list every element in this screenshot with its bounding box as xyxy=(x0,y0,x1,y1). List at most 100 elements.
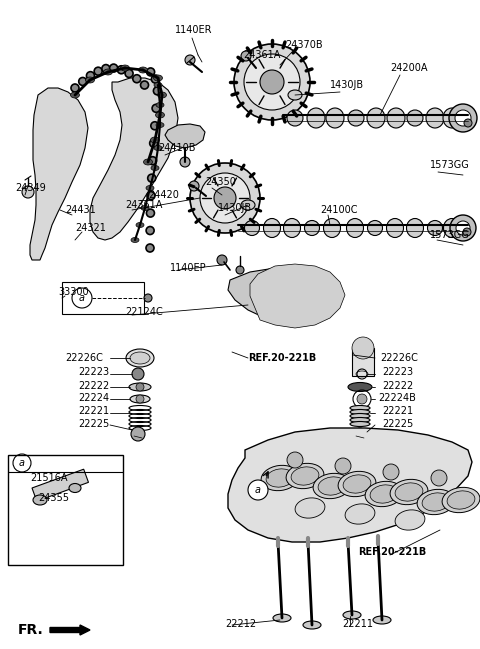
Text: 22223: 22223 xyxy=(78,367,109,377)
Text: 22212: 22212 xyxy=(225,619,256,629)
Ellipse shape xyxy=(307,108,325,128)
Circle shape xyxy=(144,294,152,302)
Circle shape xyxy=(86,71,95,80)
Ellipse shape xyxy=(69,484,81,493)
Circle shape xyxy=(146,68,155,76)
Ellipse shape xyxy=(156,123,164,127)
Text: 1140EP: 1140EP xyxy=(170,263,206,273)
Text: 22221: 22221 xyxy=(78,406,109,416)
Ellipse shape xyxy=(387,108,405,128)
Ellipse shape xyxy=(407,219,423,238)
Circle shape xyxy=(94,67,102,75)
Circle shape xyxy=(248,480,268,500)
Circle shape xyxy=(200,173,250,223)
Ellipse shape xyxy=(131,238,139,243)
Circle shape xyxy=(352,337,374,359)
Ellipse shape xyxy=(447,491,475,509)
Ellipse shape xyxy=(395,510,425,530)
Circle shape xyxy=(214,187,236,209)
Ellipse shape xyxy=(287,110,303,126)
Ellipse shape xyxy=(144,159,153,165)
Polygon shape xyxy=(228,268,338,322)
Text: 21516A: 21516A xyxy=(30,473,68,483)
Ellipse shape xyxy=(350,421,370,426)
FancyArrow shape xyxy=(50,625,90,635)
Polygon shape xyxy=(90,78,178,240)
Circle shape xyxy=(79,77,87,86)
Circle shape xyxy=(190,163,260,233)
Ellipse shape xyxy=(318,477,346,495)
Ellipse shape xyxy=(443,108,461,128)
Ellipse shape xyxy=(284,219,300,238)
Circle shape xyxy=(431,470,447,486)
Ellipse shape xyxy=(417,489,455,515)
Circle shape xyxy=(354,428,366,440)
Circle shape xyxy=(146,227,154,234)
Ellipse shape xyxy=(348,110,364,126)
Circle shape xyxy=(149,156,156,165)
Ellipse shape xyxy=(130,395,150,403)
Text: 24361A: 24361A xyxy=(125,200,162,210)
Ellipse shape xyxy=(442,487,480,513)
Circle shape xyxy=(463,228,471,236)
Text: 22124C: 22124C xyxy=(125,307,163,317)
Ellipse shape xyxy=(343,475,371,493)
Bar xyxy=(352,348,374,376)
Text: 24431: 24431 xyxy=(65,205,96,215)
Ellipse shape xyxy=(241,200,255,210)
Circle shape xyxy=(464,119,472,127)
Circle shape xyxy=(189,181,199,191)
Polygon shape xyxy=(165,124,205,148)
Ellipse shape xyxy=(407,110,423,126)
Ellipse shape xyxy=(350,417,370,422)
Ellipse shape xyxy=(146,186,154,191)
Circle shape xyxy=(287,452,303,468)
Text: 24370B: 24370B xyxy=(285,40,323,50)
Polygon shape xyxy=(228,428,472,542)
Circle shape xyxy=(151,122,159,130)
Ellipse shape xyxy=(426,108,444,128)
Text: 1140ER: 1140ER xyxy=(175,25,213,35)
Text: 22226C: 22226C xyxy=(380,353,418,363)
Text: 22226C: 22226C xyxy=(65,353,103,363)
Text: FR.: FR. xyxy=(18,623,44,637)
Circle shape xyxy=(71,84,79,92)
Ellipse shape xyxy=(295,498,325,518)
Circle shape xyxy=(117,66,125,74)
Ellipse shape xyxy=(244,221,260,236)
Ellipse shape xyxy=(154,75,163,81)
Circle shape xyxy=(244,54,300,110)
Text: REF.20-221B: REF.20-221B xyxy=(358,547,426,557)
Text: 1430JB: 1430JB xyxy=(330,80,364,90)
Circle shape xyxy=(131,427,145,441)
Ellipse shape xyxy=(368,221,383,236)
Ellipse shape xyxy=(154,145,162,151)
Ellipse shape xyxy=(350,413,370,419)
Circle shape xyxy=(102,65,110,73)
Ellipse shape xyxy=(326,108,344,128)
Ellipse shape xyxy=(444,219,460,238)
Ellipse shape xyxy=(156,103,164,108)
Circle shape xyxy=(152,104,160,112)
Ellipse shape xyxy=(154,82,162,88)
Polygon shape xyxy=(30,88,88,260)
Ellipse shape xyxy=(33,495,47,505)
Circle shape xyxy=(154,87,161,95)
Circle shape xyxy=(136,395,144,403)
Text: 24361A: 24361A xyxy=(243,50,280,60)
Ellipse shape xyxy=(141,206,149,210)
Ellipse shape xyxy=(273,614,291,622)
Circle shape xyxy=(148,174,156,182)
Ellipse shape xyxy=(85,77,95,83)
Text: 24100C: 24100C xyxy=(320,205,358,215)
Text: 22222: 22222 xyxy=(382,381,413,391)
Ellipse shape xyxy=(286,463,324,489)
Text: 1573GG: 1573GG xyxy=(430,160,470,170)
Ellipse shape xyxy=(390,480,428,505)
Ellipse shape xyxy=(156,112,165,118)
Circle shape xyxy=(185,55,195,65)
Circle shape xyxy=(450,215,476,241)
Text: 24200A: 24200A xyxy=(390,63,428,73)
Circle shape xyxy=(455,110,471,126)
Ellipse shape xyxy=(343,611,361,619)
